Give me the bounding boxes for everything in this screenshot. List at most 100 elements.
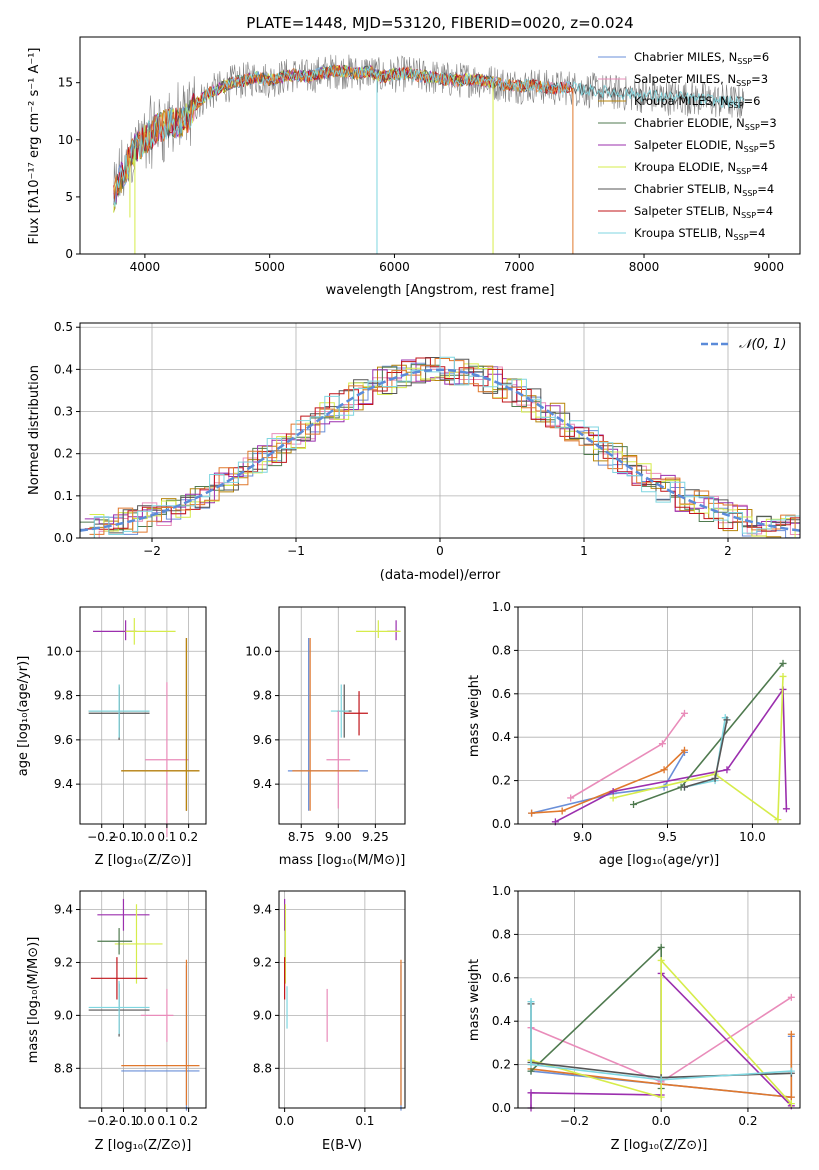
histogram-ticks: −2 −1 0 1 2 0.0 0.1 0.2 0.3 0.4 0.5: [54, 320, 732, 558]
spectrum-model-orange: [113, 64, 574, 194]
legend-label-salpeter_miles: Salpeter MILES, NSSP=3: [634, 72, 768, 88]
y-tick-label: 9.4: [253, 903, 272, 917]
x-tick-label: 9000: [754, 260, 785, 274]
y-tick-label: 5: [65, 190, 73, 204]
weight-marker-kroupa_elodie: [609, 794, 617, 802]
y-tick-label: 9.6: [54, 733, 73, 747]
weight-marker-salpeter_elodie: [723, 766, 731, 774]
y-tick-label: 0.2: [54, 447, 73, 461]
weight-vs-age-ticks: 9.0 9.5 10.0 0.0 0.2 0.4 0.6 0.8 1.0: [492, 600, 766, 844]
age-vs-mass-ticks: 8.75 9.00 9.25 9.4 9.6 9.8 10.0: [245, 644, 388, 844]
weight-marker-orange: [787, 1093, 795, 1101]
y-tick-label: 0.0: [492, 1101, 511, 1115]
y-tick-label: 0.4: [492, 730, 511, 744]
age-vs-mass-panel: 8.75 9.00 9.25 9.4 9.6 9.8 10.0 mass [log₁₀(M/…: [245, 606, 406, 868]
age-vs-z-plot-area: [80, 607, 206, 838]
y-tick-label: 0.4: [492, 1014, 511, 1028]
x-tick-label: 2: [724, 544, 732, 558]
legend-label-chabrier_stelib: Chabrier STELIB, NSSP=4: [634, 182, 774, 198]
weight-marker-orange: [528, 809, 536, 817]
y-tick-label: 10.0: [46, 644, 73, 658]
y-tick-label: 0.8: [492, 643, 511, 657]
weight-vs-z-xlabel: Z [log₁₀(Z/Z⊙)]: [611, 1138, 708, 1153]
mass-vs-ebv-plot-area: [279, 891, 405, 1111]
x-tick-label: −0.2: [87, 1114, 116, 1128]
x-tick-label: 9.00: [325, 830, 352, 844]
histogram-step-salpeter_elodie: [84, 359, 800, 526]
x-tick-label: 0.0: [136, 830, 155, 844]
x-tick-label: 0.1: [157, 830, 176, 844]
x-tick-label: −2: [143, 544, 161, 558]
spectrum-frame: [79, 36, 801, 255]
x-tick-label: 5000: [254, 260, 285, 274]
x-tick-label: 4000: [130, 260, 161, 274]
weight-marker-kroupa_elodie: [657, 1093, 665, 1101]
weight-marker-salpeter_miles: [567, 794, 575, 802]
weight-marker-orange: [680, 746, 688, 754]
legend-label-kroupa_elodie: Kroupa ELODIE, NSSP=4: [634, 160, 768, 176]
x-tick-label: −0.2: [87, 830, 116, 844]
age-vs-z-frame: [79, 606, 207, 825]
x-tick-label: −1: [287, 544, 305, 558]
weight-vs-age-xlabel: age [log₁₀(age/yr)]: [599, 853, 720, 868]
y-tick-label: 9.6: [253, 733, 272, 747]
x-tick-label: −0.1: [109, 1114, 138, 1128]
weight-vs-age-plot-area: [518, 606, 800, 826]
weight-marker-chabrier_elodie: [779, 659, 787, 667]
age-vs-z-xlabel: Z [log₁₀(Z/Z⊙)]: [95, 853, 192, 868]
legend-label-kroupa_stelib: Kroupa STELIB, NSSP=4: [634, 226, 765, 242]
y-tick-label: 9.8: [253, 689, 272, 703]
legend-label-kroupa_miles: Kroupa MILES, NSSP=6: [634, 94, 760, 110]
y-tick-label: 9.4: [54, 777, 73, 791]
spectrum-ticks: 4000 5000 6000 7000 8000 9000 0 5 10 15: [58, 76, 784, 274]
y-tick-label: 0.0: [54, 531, 73, 545]
y-tick-label: 0.6: [492, 971, 511, 985]
mass-vs-z-ticks: −0.2−0.10.0 0.1 0.2 8.8 9.0 9.2 9.4: [54, 903, 198, 1128]
figure-title: PLATE=1448, MJD=53120, FIBERID=0020, z=0…: [246, 14, 633, 32]
weight-marker-kroupa_stelib: [527, 998, 535, 1006]
x-tick-label: 0: [436, 544, 444, 558]
x-tick-label: 0.2: [738, 1114, 757, 1128]
weight-marker-chabrier_elodie: [657, 943, 665, 951]
histogram-ylabel: Normed distribution: [27, 365, 42, 495]
weight-marker-chabrier_stelib: [711, 774, 719, 782]
legend-label-salpeter_elodie: Salpeter ELODIE, NSSP=5: [634, 138, 776, 154]
x-tick-label: 9.0: [573, 830, 592, 844]
y-tick-label: 9.2: [54, 955, 73, 969]
spectrum-model-salpeter_elodie: [113, 64, 495, 203]
x-tick-label: −0.2: [560, 1114, 589, 1128]
weight-marker-orange: [787, 1030, 795, 1038]
y-tick-label: 0.0: [492, 817, 511, 831]
y-tick-label: 0.4: [54, 362, 73, 376]
y-tick-label: 9.0: [253, 1008, 272, 1022]
y-tick-label: 10.0: [245, 644, 272, 658]
mass-vs-z-ylabel: mass [log₁₀(M/M⊙)]: [26, 937, 41, 1064]
histogram-legend: 𝒩(0, 1): [701, 337, 786, 352]
x-tick-label: 0.1: [157, 1114, 176, 1128]
weight-marker-salpeter_elodie: [527, 1089, 535, 1097]
weight-vs-z-ticks: −0.2 0.0 0.2 0.0 0.2 0.4 0.6 0.8 1.0: [492, 884, 758, 1128]
weight-marker-kroupa_stelib: [787, 1067, 795, 1075]
y-tick-label: 0: [65, 247, 73, 261]
x-tick-label: 0.0: [136, 1114, 155, 1128]
y-tick-label: 9.0: [54, 1008, 73, 1022]
x-tick-label: 0.1: [355, 1114, 374, 1128]
x-tick-label: 9.25: [362, 830, 389, 844]
spectrum-ylabel: Flux [fλ10⁻¹⁷ erg cm⁻² s⁻¹ A⁻¹]: [27, 48, 42, 245]
mass-vs-ebv-panel: 0.0 0.1 8.8 9.0 9.2 9.4 E(B-V): [253, 890, 406, 1153]
histogram-plot-area: [80, 323, 800, 539]
weight-marker-kroupa_elodie: [774, 816, 782, 824]
weight-vs-z-ylabel: mass weight: [467, 959, 482, 1041]
x-tick-label: 0.0: [275, 1114, 294, 1128]
histogram-step-kroupa_miles: [89, 364, 800, 538]
weight-marker-kroupa_stelib: [527, 1061, 535, 1069]
x-tick-label: −0.1: [109, 830, 138, 844]
weight-marker-orange: [660, 766, 668, 774]
weight-line-kroupa_elodie: [530, 958, 792, 1105]
x-tick-label: 8000: [629, 260, 660, 274]
histogram-xlabel: (data-model)/error: [380, 568, 501, 583]
gaussian-curve: [80, 368, 800, 532]
histogram-step-salpeter_miles: [84, 364, 800, 538]
mass-vs-z-frame: [79, 890, 207, 1109]
age-vs-mass-xlabel: mass [log₁₀(M/M⊙)]: [279, 853, 406, 868]
